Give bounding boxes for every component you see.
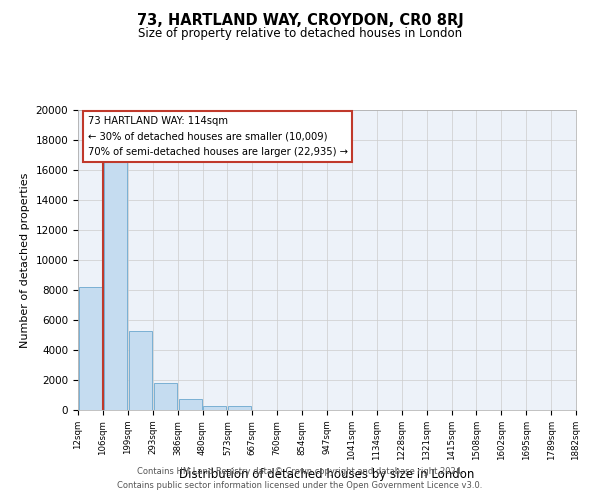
Text: Contains HM Land Registry data © Crown copyright and database right 2024.: Contains HM Land Registry data © Crown c…	[137, 467, 463, 476]
Bar	[104, 161, 127, 410]
Bar	[203, 406, 226, 410]
Text: 73 HARTLAND WAY: 114sqm
← 30% of detached houses are smaller (10,009)
70% of sem: 73 HARTLAND WAY: 114sqm ← 30% of detache…	[88, 116, 348, 157]
Text: Size of property relative to detached houses in London: Size of property relative to detached ho…	[138, 28, 462, 40]
X-axis label: Distribution of detached houses by size in London: Distribution of detached houses by size …	[179, 468, 475, 481]
Text: Contains public sector information licensed under the Open Government Licence v3: Contains public sector information licen…	[118, 481, 482, 490]
Bar	[79, 287, 102, 410]
Bar	[129, 330, 152, 410]
Y-axis label: Number of detached properties: Number of detached properties	[20, 172, 30, 348]
Bar	[179, 399, 202, 410]
Text: 73, HARTLAND WAY, CROYDON, CR0 8RJ: 73, HARTLAND WAY, CROYDON, CR0 8RJ	[137, 12, 463, 28]
Bar	[154, 383, 176, 410]
Bar	[229, 406, 251, 410]
